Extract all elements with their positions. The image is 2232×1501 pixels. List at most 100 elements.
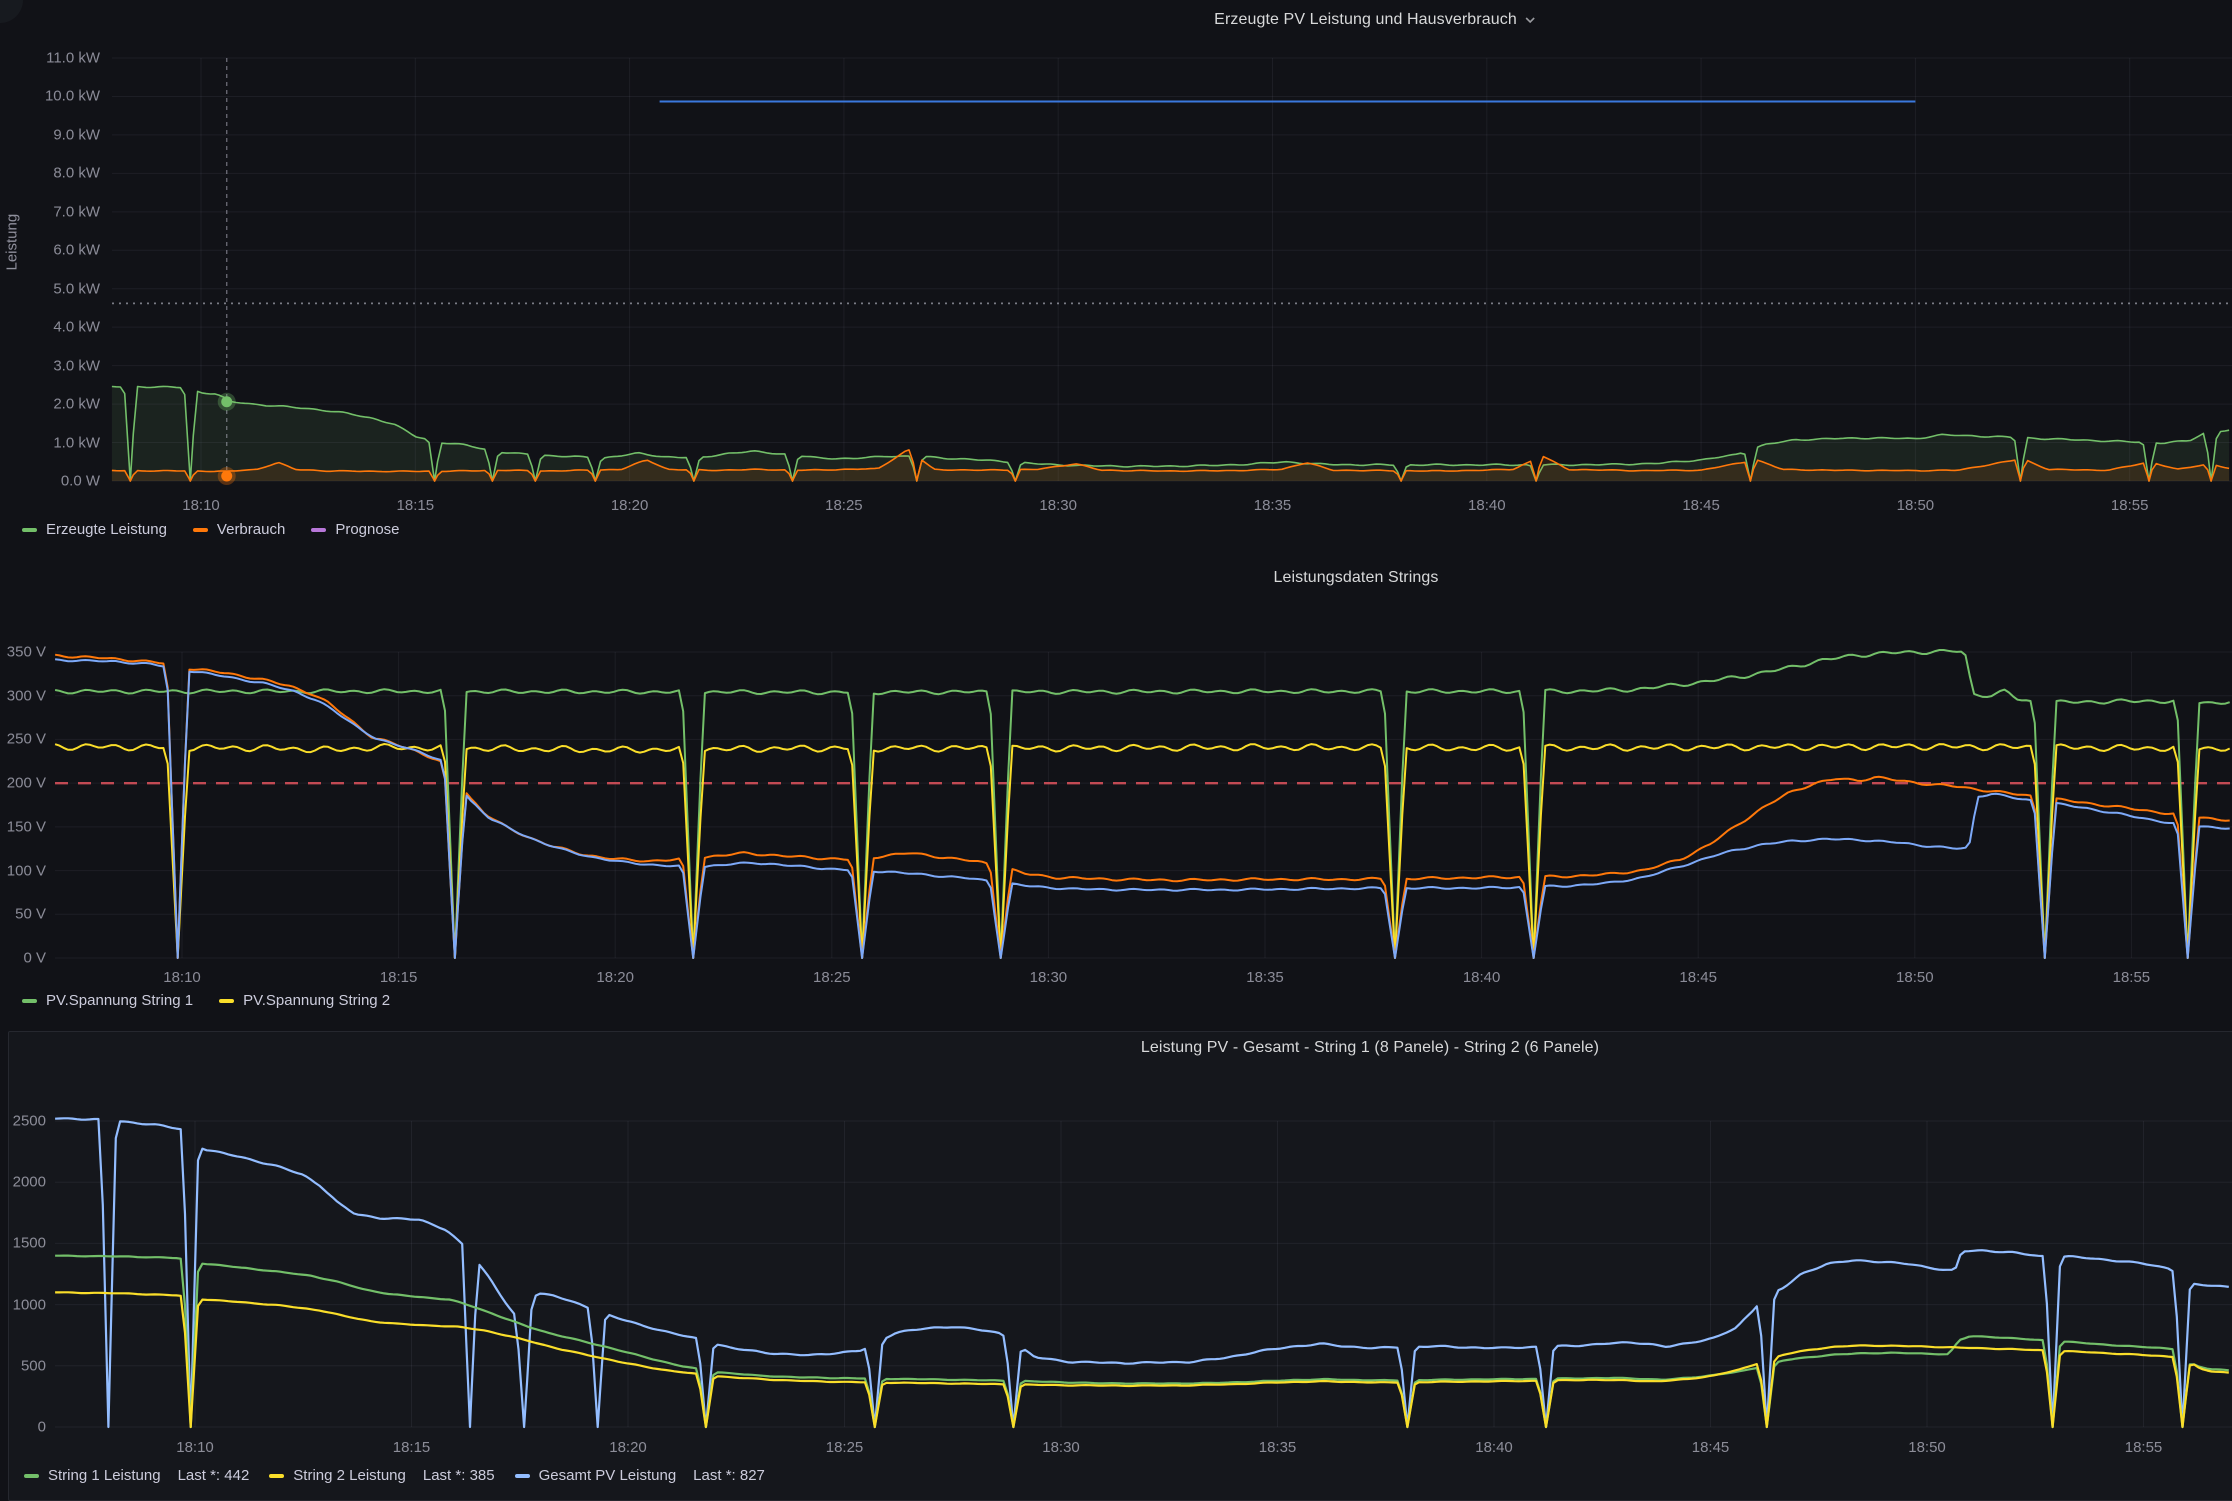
y-tick-label: 2.0 kW: [53, 395, 100, 413]
x-tick-label: 18:45: [1691, 1439, 1730, 1456]
legend-last-value: Last *: 385: [422, 1467, 495, 1484]
legend-label: Verbrauch: [216, 521, 286, 538]
x-tick-label: 18:45: [1682, 497, 1720, 514]
legend-item-pv-spannung-string-2[interactable]: PV.Spannung String 2: [219, 992, 390, 1009]
y-tick-label: 3.0 kW: [53, 357, 100, 375]
x-tick-label: 18:25: [825, 497, 863, 514]
x-tick-label: 18:30: [1039, 497, 1077, 514]
legend-item-pv-spannung-string-1[interactable]: PV.Spannung String 1: [22, 992, 193, 1009]
legend-item-gesamt-pv-leistung[interactable]: Gesamt PV Leistung Last *: 827: [514, 1467, 765, 1484]
series-line-String 2 Leistung: [55, 1291, 2229, 1429]
series-line-hidden-blue: [54, 658, 2230, 959]
y-tick-label: 1000: [12, 1296, 46, 1314]
legend-label: Gesamt PV Leistung: [538, 1467, 677, 1484]
series-fill-Erzeugte Leistung: [111, 386, 2230, 481]
panel-title-pv-hausverbrauch[interactable]: Erzeugte PV Leistung und Hausverbrauch: [1214, 11, 1536, 29]
x-tick-label: 18:50: [1896, 969, 1934, 986]
legend-label: Prognose: [335, 521, 400, 538]
panel-title-text: Leistungsdaten Strings: [1273, 569, 1439, 586]
y-tick-label: 0.0 W: [60, 472, 100, 490]
legend-swatch: [269, 1473, 285, 1478]
x-tick-label: 18:50: [1908, 1439, 1946, 1456]
y-tick-label: 350 V: [6, 643, 46, 661]
x-tick-label: 18:55: [2112, 969, 2151, 986]
series-line-Verbrauch: [111, 449, 2230, 482]
y-tick-label: 1.0 kW: [53, 434, 100, 452]
x-tick-label: 18:10: [182, 497, 220, 514]
series-fill-Verbrauch: [111, 449, 2230, 481]
y-tick-label: 10.0 kW: [44, 87, 100, 105]
y-tick-label: 300 V: [6, 687, 46, 705]
legend-swatch: [311, 527, 327, 532]
x-tick-label: 18:40: [1462, 969, 1501, 986]
x-tick-label: 18:25: [813, 969, 851, 986]
series-line-Erzeugte Leistung: [111, 385, 2230, 482]
y-tick-label: 0 V: [23, 949, 46, 967]
legend-item-string-1-leistung[interactable]: String 1 Leistung Last *: 442: [24, 1467, 249, 1484]
legend-label: String 1 Leistung: [48, 1467, 161, 1484]
legend-item-prognose[interactable]: Prognose: [311, 521, 400, 538]
y-tick-label: 50 V: [15, 905, 46, 923]
x-tick-label: 18:10: [163, 969, 201, 986]
x-tick-label: 18:25: [825, 1439, 864, 1456]
legend-last-value: Last *: 827: [693, 1467, 765, 1484]
legend-item-string-2-leistung[interactable]: String 2 Leistung Last *: 385: [269, 1467, 495, 1484]
y-tick-label: 250 V: [6, 730, 46, 748]
y-tick-label: 11.0 kW: [46, 49, 100, 67]
legend-swatch: [219, 998, 235, 1003]
x-tick-label: 18:20: [609, 1439, 647, 1456]
legend-label: Erzeugte Leistung: [46, 521, 167, 538]
x-tick-label: 18:40: [1468, 497, 1506, 514]
x-tick-label: 18:15: [392, 1439, 431, 1456]
y-tick-label: 9.0 kW: [53, 126, 100, 144]
panel-title-leistung-pv[interactable]: Leistung PV - Gesamt - String 1 (8 Panel…: [1141, 1039, 1599, 1057]
legend-swatch: [22, 998, 37, 1003]
chevron-down-icon[interactable]: [1524, 16, 1536, 24]
legend-swatch: [24, 1473, 39, 1478]
legend-last-value: Last *: 442: [177, 1467, 250, 1484]
y-tick-label: 7.0 kW: [53, 203, 100, 221]
y-tick-label: 6.0 kW: [53, 241, 100, 259]
x-tick-label: 18:35: [1253, 497, 1292, 514]
legend-swatch: [514, 1473, 530, 1478]
y-tick-label: 0: [37, 1418, 46, 1436]
y-tick-label: 8.0 kW: [53, 164, 100, 182]
x-tick-label: 18:35: [1258, 1439, 1297, 1456]
x-tick-label: 18:20: [596, 969, 634, 986]
x-tick-label: 18:20: [610, 497, 649, 514]
panel-title-text: Leistung PV - Gesamt - String 1 (8 Panel…: [1140, 1039, 1600, 1056]
x-tick-label: 18:55: [2124, 1439, 2163, 1456]
series-line-PV.Spannung String 2: [54, 743, 2231, 959]
cursor-point: [221, 396, 233, 408]
panel1-legend: Erzeugte Leistung Verbrauch Prognose: [22, 521, 400, 538]
x-tick-label: 18:30: [1029, 969, 1068, 986]
series-line-Gesamt PV Leistung: [55, 1117, 2229, 1429]
x-tick-label: 18:40: [1475, 1439, 1513, 1456]
series-line-hidden-orange: [54, 653, 2230, 959]
y-tick-label: 5.0 kW: [53, 280, 100, 298]
legend-item-verbrauch[interactable]: Verbrauch: [192, 521, 286, 538]
x-tick-label: 18:50: [1896, 497, 1935, 514]
panel3-legend: String 1 Leistung Last *: 442 String 2 Lei…: [24, 1467, 765, 1484]
panel-title-leistungsdaten-strings[interactable]: Leistungsdaten Strings: [1274, 569, 1439, 587]
y-tick-label: 4.0 kW: [53, 318, 100, 336]
series-line-String 1 Leistung: [55, 1254, 2229, 1429]
y-tick-label: 200 V: [6, 774, 46, 792]
y-tick-label: 150 V: [6, 818, 46, 836]
x-tick-label: 18:45: [1679, 969, 1717, 986]
panel-title-text: Erzeugte PV Leistung und Hausverbrauch: [1214, 11, 1517, 28]
legend-label: PV.Spannung String 1: [46, 992, 194, 1009]
legend-swatch: [192, 527, 208, 532]
panel-leistung-pv-frame: [8, 1031, 2232, 1501]
legend-label: PV.Spannung String 2: [243, 992, 391, 1009]
x-tick-label: 18:15: [396, 497, 435, 514]
y-tick-label: 2000: [12, 1173, 46, 1191]
x-tick-label: 18:10: [176, 1439, 214, 1456]
cursor-point: [221, 470, 233, 482]
legend-item-erzeugte-leistung[interactable]: Erzeugte Leistung: [22, 521, 167, 538]
legend-swatch: [22, 527, 37, 532]
series-line-PV.Spannung String 1: [54, 649, 2231, 959]
x-tick-label: 18:30: [1042, 1439, 1080, 1456]
panel2-legend: PV.Spannung String 1 PV.Spannung String 2: [22, 992, 390, 1009]
